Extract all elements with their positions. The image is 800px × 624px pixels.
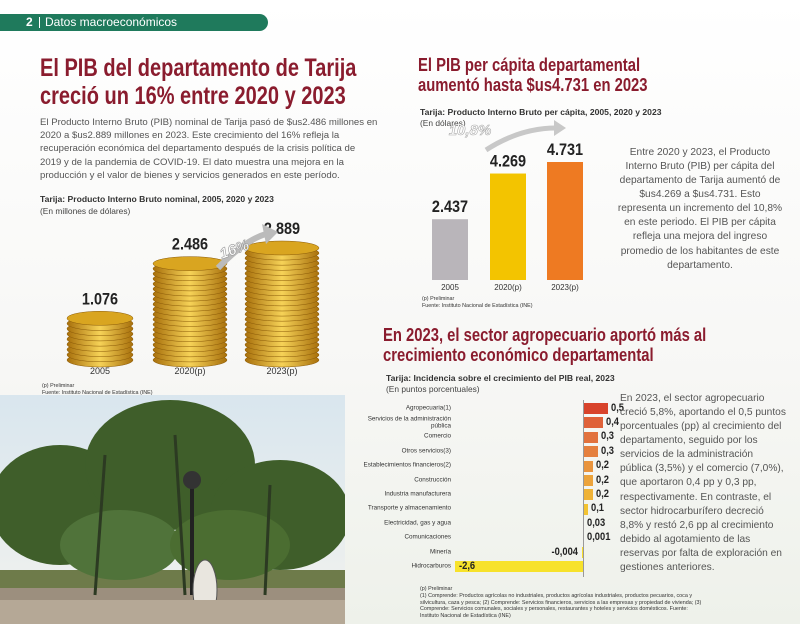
- annotation-arrowhead: [554, 120, 566, 136]
- bottom-title: En 2023, el sector agropecuario aportó m…: [383, 324, 707, 366]
- coin-top: [152, 256, 228, 271]
- section-header: 2 Datos macroeconómicos: [0, 14, 268, 31]
- value-label: 0,3: [600, 430, 614, 443]
- category-label: Agropecuaria(1): [405, 404, 451, 412]
- value-label: 0,2: [595, 487, 609, 500]
- note: (p) Preliminar: [422, 296, 455, 302]
- coin-top: [66, 311, 134, 326]
- left-title: El PIB del departamento de Tarija creció…: [40, 54, 357, 110]
- category-label: 2020(p): [494, 283, 522, 292]
- bar: [583, 503, 588, 515]
- right-title: El PIB per cápita departamental aumentó …: [418, 54, 648, 96]
- category-label: 2005: [90, 366, 110, 376]
- separator: [39, 17, 40, 28]
- note: (1) Comprende: Productos agrícolas no in…: [420, 592, 702, 619]
- category-label: 2023(p): [551, 283, 579, 292]
- value-label: 2.437: [432, 198, 468, 216]
- bar: [583, 532, 584, 544]
- coin-stack: [152, 256, 228, 368]
- bottom-paragraph: En 2023, el sector agropecuario creció 5…: [620, 393, 786, 573]
- value-label: 0,3: [600, 444, 614, 457]
- category-label: 2023(p): [266, 366, 297, 376]
- category-label: Minería: [430, 548, 451, 556]
- bar: [583, 417, 603, 429]
- note: (p) Preliminar: [420, 586, 453, 592]
- title-line: creció un 16% entre 2020 y 2023: [40, 81, 346, 110]
- title-line: El PIB per cápita departamental: [418, 54, 641, 75]
- category-label: Comunicaciones: [404, 533, 451, 541]
- value-label: 0,1: [590, 502, 604, 515]
- note: Fuente: Instituto Nacional de Estadístic…: [422, 302, 533, 309]
- annotation: 10,8%: [449, 122, 492, 139]
- bar: [432, 219, 468, 280]
- bar: [583, 460, 593, 472]
- value-label: 0,2: [595, 473, 609, 486]
- category-label: Electricidad, gas y agua: [384, 519, 451, 527]
- value-label: 0,2: [595, 459, 609, 472]
- bar: [583, 489, 593, 501]
- annotation-arrowhead: [262, 224, 278, 244]
- category-label: Industria manufacturera: [384, 490, 451, 498]
- chart-subtitle: (En millones de dólares): [40, 206, 131, 216]
- bar-chart: 10,8% 2.437 2005 4.269 2020(p) 4.731 2023(p): [432, 120, 583, 292]
- category-label: Hidrocarburos: [411, 562, 451, 570]
- bar: [583, 518, 585, 530]
- bar: [582, 547, 583, 558]
- annotation-arrow: [484, 125, 557, 153]
- category-label: Otros servicios(3): [401, 447, 451, 455]
- category-label: Servicios de la administración pública: [367, 415, 451, 429]
- title-line: crecimiento económico departamental: [383, 344, 654, 366]
- category-label: Transporte y almacenamiento: [367, 504, 451, 512]
- chart-subtitle: (En dólares): [420, 118, 466, 128]
- category-label: 2020(p): [174, 366, 205, 376]
- category-label: Comercio: [424, 432, 451, 440]
- notes: (p) Preliminar Fuente: Instituto Naciona…: [422, 296, 533, 310]
- category-label: Construcción: [414, 476, 451, 484]
- category-label: Establecimientos financieros(2): [363, 461, 452, 469]
- bar: [583, 475, 593, 486]
- notes: (p) Preliminar Fuente: Instituto Naciona…: [42, 383, 153, 397]
- bar: [583, 431, 598, 443]
- annotation-arrow: [215, 231, 267, 271]
- bar: [490, 173, 526, 280]
- title-line: aumentó hasta $us4.731 en 2023: [418, 74, 648, 96]
- value-label: 4.269: [490, 153, 526, 171]
- value-label: -2,6: [459, 559, 476, 572]
- value-label: 0,03: [587, 516, 606, 529]
- bar: [547, 162, 583, 280]
- value-label: 0,001: [586, 531, 611, 544]
- section-name: Datos macroeconómicos: [45, 15, 178, 29]
- chart-title: Tarija: Producto Interno Bruto nominal, …: [40, 194, 274, 204]
- chart-subtitle: (En puntos porcentuales): [386, 384, 480, 394]
- title-line: En 2023, el sector agropecuario aportó m…: [383, 324, 707, 345]
- bar: [455, 561, 583, 573]
- value-label: 4.731: [547, 141, 583, 159]
- category-label: 2005: [441, 283, 459, 292]
- value-label: 0,4: [605, 415, 619, 428]
- coin-top: [244, 240, 320, 256]
- value-label: 2.486: [172, 236, 208, 254]
- notes: (p) Preliminar (1) Comprende: Productos …: [420, 586, 702, 620]
- bar: [583, 403, 608, 414]
- coin-stack: [66, 311, 134, 368]
- page-number: 2: [26, 15, 33, 29]
- left-paragraph: El Producto Interno Bruto (PIB) nominal …: [40, 117, 378, 181]
- zero-line: [583, 400, 584, 577]
- photo: [0, 395, 345, 624]
- value-label: 1.076: [82, 290, 118, 308]
- coin-stack: [244, 240, 320, 368]
- note: Fuente: Instituto Nacional de Estadístic…: [42, 389, 153, 396]
- bar: [583, 446, 598, 458]
- chart-title: Tarija: Incidencia sobre el crecimiento …: [386, 373, 615, 383]
- note: (p) Preliminar: [42, 383, 75, 389]
- value-label: -0,004: [551, 545, 579, 558]
- chart-title: Tarija: Producto Interno Bruto per cápit…: [420, 107, 662, 117]
- title-line: El PIB del departamento de Tarija: [40, 54, 357, 82]
- right-paragraph: Entre 2020 y 2023, el Producto Interno B…: [617, 147, 783, 271]
